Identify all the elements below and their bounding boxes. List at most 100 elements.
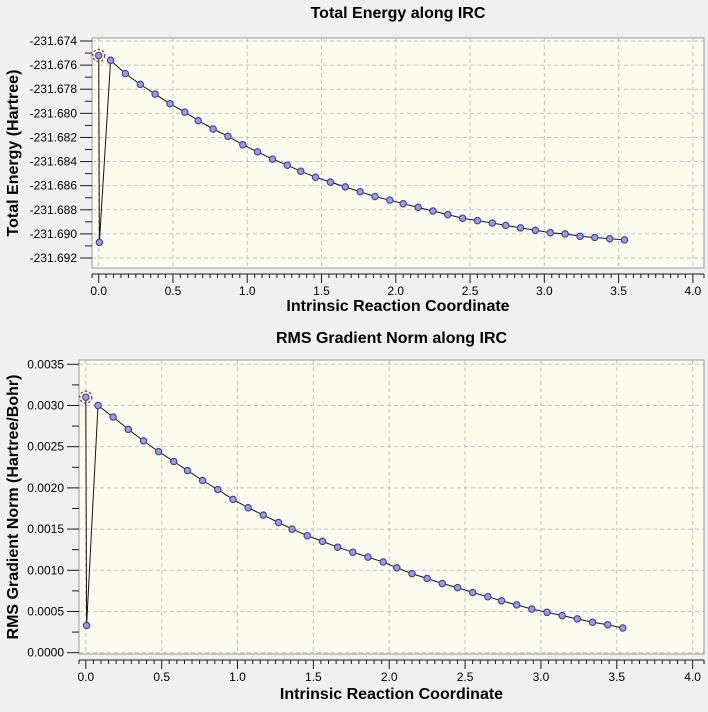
x-tick-label: 1.5 (305, 670, 322, 684)
data-point[interactable] (543, 608, 551, 617)
data-point[interactable] (349, 548, 357, 556)
data-point[interactable] (183, 466, 192, 475)
data-point[interactable] (259, 511, 268, 519)
data-point[interactable] (558, 611, 566, 620)
data-point[interactable] (438, 579, 447, 588)
data-point[interactable] (224, 132, 232, 140)
data-point[interactable] (399, 199, 407, 208)
data-point[interactable] (311, 173, 320, 181)
data-point[interactable] (318, 537, 327, 546)
data-point[interactable] (473, 216, 482, 225)
data-point[interactable] (109, 413, 117, 421)
data-point[interactable] (497, 597, 506, 605)
data-point[interactable] (94, 401, 102, 410)
data-point[interactable] (181, 108, 189, 116)
data-point[interactable] (576, 232, 584, 241)
data-point[interactable] (106, 56, 115, 65)
data-point[interactable] (573, 615, 582, 623)
data-point[interactable] (408, 569, 416, 578)
y-tick-label: 0.0035 (27, 357, 64, 371)
data-point[interactable] (341, 183, 350, 191)
plot-area[interactable] (92, 38, 704, 268)
data-point[interactable] (288, 525, 296, 533)
x-tick-label: 0.0 (90, 284, 107, 298)
rms-gradient-chart: 0.0035 0.0030 0.0025 0.0020 0.0015 0.0010 0.00… (0, 325, 708, 712)
data-point[interactable] (239, 140, 247, 149)
data-point[interactable] (371, 192, 379, 201)
x-tick-label: 0.5 (153, 670, 170, 684)
data-point[interactable] (82, 621, 91, 630)
data-point[interactable] (531, 226, 540, 235)
data-point[interactable] (603, 620, 612, 629)
data-point[interactable] (296, 167, 305, 175)
data-point[interactable] (414, 203, 422, 212)
data-point[interactable] (588, 618, 597, 626)
plot-frame (78, 359, 705, 655)
data-point[interactable] (444, 210, 452, 219)
total-energy-chart: -231.674 -231.676 -231.678 -231.680 -231.682… (0, 0, 708, 325)
plot-frame (91, 37, 705, 269)
data-point[interactable] (274, 518, 283, 527)
x-tick-label: 3.0 (533, 670, 550, 684)
data-point[interactable] (209, 125, 217, 133)
data-point[interactable] (124, 425, 133, 434)
data-point[interactable] (619, 624, 627, 632)
data-point[interactable] (229, 495, 237, 504)
data-point[interactable] (605, 234, 614, 243)
data-point[interactable] (333, 543, 342, 551)
data-point[interactable] (214, 485, 222, 494)
x-tick-label: 2.0 (381, 670, 398, 684)
x-tick-label: 3.0 (536, 284, 553, 298)
data-point[interactable] (268, 155, 277, 163)
y-axis-label: RMS Gradient Norm (Hartree/Bohr) (5, 374, 22, 640)
data-point[interactable] (620, 236, 629, 244)
data-point[interactable] (453, 583, 462, 592)
data-point[interactable] (561, 230, 569, 238)
data-point[interactable] (166, 99, 174, 108)
data-point[interactable] (283, 161, 292, 169)
data-point[interactable] (429, 207, 437, 215)
data-point[interactable] (170, 457, 178, 466)
x-tick-label: 2.0 (387, 284, 404, 298)
data-point[interactable] (468, 588, 477, 597)
data-point[interactable] (244, 503, 252, 512)
y-tick-label: 0.0020 (27, 481, 64, 495)
data-point[interactable] (326, 178, 335, 186)
data-point[interactable] (546, 228, 555, 237)
data-point[interactable] (379, 558, 387, 566)
data-point[interactable] (253, 148, 262, 156)
data-point[interactable] (488, 219, 497, 227)
y-tick-label: -231.674 (30, 34, 78, 48)
y-tick-label: -231.690 (30, 227, 78, 241)
data-point[interactable] (501, 221, 510, 230)
data-point[interactable] (94, 51, 103, 60)
data-point[interactable] (423, 574, 431, 583)
data-point[interactable] (151, 90, 159, 98)
data-point[interactable] (303, 531, 312, 540)
data-point[interactable] (95, 238, 104, 247)
y-tick-label: -231.682 (30, 130, 78, 144)
data-point[interactable] (154, 447, 163, 456)
data-point[interactable] (528, 605, 536, 613)
data-point[interactable] (386, 196, 394, 204)
data-point[interactable] (591, 233, 599, 242)
data-point[interactable] (458, 214, 467, 222)
x-tick-label: 1.5 (313, 284, 330, 298)
data-point[interactable] (516, 224, 525, 232)
data-point[interactable] (484, 592, 492, 601)
data-point[interactable] (356, 187, 364, 196)
data-point[interactable] (393, 564, 401, 572)
data-point[interactable] (198, 476, 207, 485)
data-point[interactable] (194, 116, 202, 125)
data-point[interactable] (82, 393, 90, 401)
x-tick-label: 0.5 (165, 284, 182, 298)
y-tick-label: -231.680 (30, 106, 78, 120)
data-point[interactable] (364, 553, 372, 561)
y-tick-label: 0.0005 (27, 604, 64, 618)
data-point[interactable] (139, 437, 148, 445)
data-point[interactable] (121, 69, 130, 78)
plot-area[interactable] (79, 360, 704, 654)
data-point[interactable] (136, 80, 145, 89)
data-point[interactable] (512, 601, 521, 609)
y-tick-label: -231.678 (30, 82, 78, 96)
